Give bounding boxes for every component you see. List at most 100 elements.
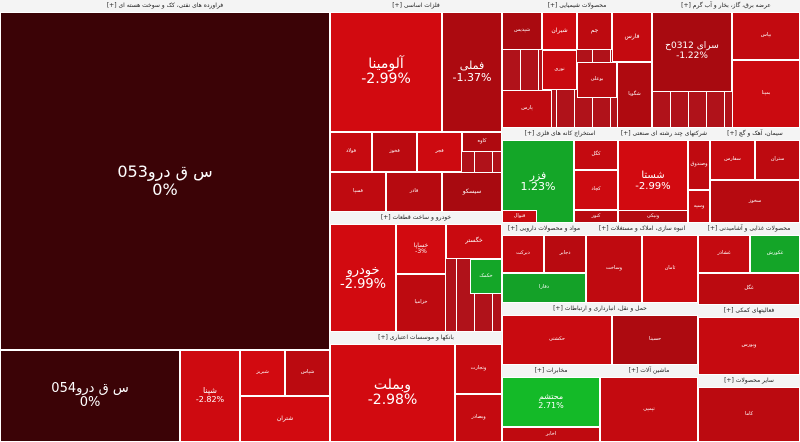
treemap-tile[interactable]: شتران xyxy=(240,396,330,442)
tile-symbol: جم xyxy=(590,26,599,34)
treemap-tile[interactable]: فملی -1.37% xyxy=(442,12,502,132)
treemap-sector: استخراج کانه های فلزی [+] فزر 1.23% کچاد کگل… xyxy=(502,128,618,223)
treemap-tile[interactable]: غگل xyxy=(698,273,800,305)
treemap-tile[interactable]: فارس xyxy=(612,12,652,62)
tile-symbol: حسینا xyxy=(648,336,662,343)
treemap-tile[interactable]: فنوال xyxy=(502,210,537,223)
treemap-tile[interactable]: فسپا xyxy=(330,172,386,212)
treemap-tile[interactable]: فجر xyxy=(417,132,462,172)
sector-label[interactable]: مخابرات [+] xyxy=(502,365,600,377)
sector-label[interactable]: ماشین آلات [+] xyxy=(600,365,698,377)
treemap-tile[interactable]: تپمپی xyxy=(600,377,698,442)
treemap-tile[interactable]: حکشتی xyxy=(502,315,612,365)
treemap-tile[interactable]: ثامان xyxy=(642,235,698,303)
sector-label[interactable]: استخراج کانه های فلزی [+] xyxy=(502,128,618,140)
tile-symbol: کاما xyxy=(744,410,754,417)
treemap-tile[interactable]: پارس xyxy=(502,90,552,128)
treemap-sector: عرضه برق، گاز، بخار و آب گرم [+] سرای 031… xyxy=(652,0,800,128)
sector-label[interactable]: خودرو و ساخت قطعات [+] xyxy=(330,212,502,224)
treemap-tile[interactable]: کاوه xyxy=(462,132,502,152)
sector-label[interactable]: فراورده های نفتی، کک و سوخت هسته ای [+] xyxy=(0,0,330,12)
treemap-tile[interactable]: وبورس xyxy=(698,317,800,375)
tile-symbol: محتشم xyxy=(538,392,564,402)
tile-change: 2.71% xyxy=(538,400,564,410)
tile-symbol: شستا xyxy=(641,169,665,181)
treemap-tile[interactable]: خکمک xyxy=(470,259,502,294)
tile-symbol: کگل xyxy=(591,151,601,158)
sector-label[interactable]: انبوه سازی، املاک و مستغلات [+] xyxy=(586,223,698,235)
tile-change: 0% xyxy=(152,179,178,199)
treemap-tile[interactable]: سفارس xyxy=(710,140,755,180)
treemap-tile[interactable]: سخوز xyxy=(710,180,800,223)
sector-label[interactable]: شرکتهای چند رشته ای صنعتی [+] xyxy=(618,128,710,140)
treemap-tile[interactable]: وبملت -2.98% xyxy=(330,344,455,442)
treemap-tile[interactable]: خزامیا xyxy=(396,274,446,332)
sector-label[interactable]: سایر محصولات [+] xyxy=(698,375,800,387)
treemap-tile[interactable]: سیسکو xyxy=(442,172,502,212)
sector-label[interactable]: عرضه برق، گاز، بخار و آب گرم [+] xyxy=(652,0,800,12)
treemap-tile[interactable]: دبرکت xyxy=(502,235,544,273)
tile-change: -1.37% xyxy=(452,70,492,84)
treemap-tile[interactable]: ونیکی xyxy=(618,210,688,223)
treemap-tile[interactable]: شگویا xyxy=(617,62,652,128)
tile-symbol: دجابر xyxy=(559,250,571,257)
treemap-tile[interactable]: دجابر xyxy=(544,235,586,273)
treemap-sector: فراورده های نفتی، کک و سوخت هسته ای [+] س… xyxy=(0,0,330,442)
treemap-tile[interactable]: خساپا -3% xyxy=(396,224,446,274)
treemap-tile[interactable]: شستا -2.99% xyxy=(618,140,688,223)
treemap-tile[interactable]: فخوز xyxy=(372,132,417,172)
treemap-tile[interactable]: شیران xyxy=(542,12,577,50)
sector-label[interactable]: سیمان، آهک و گچ [+] xyxy=(710,128,800,140)
tile-symbol: وبملت xyxy=(373,376,412,393)
treemap-tile[interactable]: بمپنا xyxy=(732,60,800,128)
treemap-tile[interactable]: دفارا xyxy=(502,273,586,303)
treemap-tile[interactable]: جم xyxy=(577,12,612,50)
treemap-tile[interactable]: اخابر xyxy=(502,427,600,442)
treemap-tile[interactable]: فزر 1.23% xyxy=(502,140,574,223)
treemap-tile[interactable]: آلومینا -2.99% xyxy=(330,12,442,132)
treemap-tile[interactable]: کگل xyxy=(574,140,618,170)
sector-label[interactable]: مواد و محصولات دارویی [+] xyxy=(502,223,586,235)
treemap-tile[interactable]: خودرو -2.99% xyxy=(330,224,396,332)
tile-symbol: وبورس xyxy=(741,342,757,349)
treemap-tile[interactable]: شپاس xyxy=(285,350,330,396)
treemap-tile[interactable]: غکورش xyxy=(750,235,800,273)
sector-label[interactable]: محصولات غذایی و آشامیدنی [+] xyxy=(698,223,800,235)
treemap-tile[interactable]: حسینا xyxy=(612,315,698,365)
treemap-tile[interactable]: س ق درو053 0% xyxy=(0,12,330,350)
treemap-tile[interactable]: وسپه xyxy=(688,190,710,223)
sector-label[interactable]: فعالیتهای کمکی [+] xyxy=(698,305,800,317)
treemap-tile[interactable]: شبریز xyxy=(240,350,285,396)
tile-symbol: خودرو xyxy=(346,263,380,279)
sector-label[interactable]: محصولات شیمیایی [+] xyxy=(502,0,652,12)
treemap-tile[interactable]: شپنا -2.82% xyxy=(180,350,240,442)
treemap-tile[interactable]: کچاد xyxy=(574,170,618,210)
tile-symbol: فخوز xyxy=(389,148,400,155)
treemap-tile[interactable]: وصندوق xyxy=(688,140,710,190)
treemap-tile[interactable]: ستران xyxy=(755,140,800,180)
treemap-tile[interactable]: وبصادر xyxy=(455,394,502,442)
sector-label[interactable]: فلزات اساسی [+] xyxy=(330,0,502,12)
treemap-tile[interactable]: بوعلی xyxy=(577,62,617,98)
treemap-tile[interactable]: محتشم 2.71% xyxy=(502,377,600,427)
treemap-sector: محصولات غذایی و آشامیدنی [+] غشاذر غکورش غگ… xyxy=(698,223,800,305)
treemap-tile[interactable]: سرای 0312ح -1.22% xyxy=(652,12,732,92)
treemap-tile[interactable]: خگستر xyxy=(446,224,502,259)
sector-label[interactable]: بانکها و موسسات اعتباری [+] xyxy=(330,332,502,344)
treemap-tile[interactable]: نوری xyxy=(542,50,577,90)
tile-symbol: خساپا xyxy=(413,241,429,249)
treemap-tile[interactable]: شپدیس xyxy=(502,12,542,50)
treemap-tile[interactable]: فولاد xyxy=(330,132,372,172)
sector-label[interactable]: حمل و نقل، انبارداری و ارتباطات [+] xyxy=(502,303,698,315)
treemap-tile[interactable]: غشاذر xyxy=(698,235,750,273)
treemap-tile[interactable]: س ق درو054 0% xyxy=(0,350,180,442)
treemap-tile[interactable]: کنور xyxy=(574,210,618,223)
treemap-tile[interactable]: وساخت xyxy=(586,235,642,303)
treemap-tile[interactable]: بپاس xyxy=(732,12,800,60)
treemap-tile[interactable]: وتجارت xyxy=(455,344,502,394)
treemap-tile[interactable]: کاما xyxy=(698,387,800,442)
tile-symbol: حکشتی xyxy=(549,336,565,343)
tile-change: -2.99% xyxy=(635,181,671,193)
treemap-tile[interactable]: فاذر xyxy=(386,172,442,212)
